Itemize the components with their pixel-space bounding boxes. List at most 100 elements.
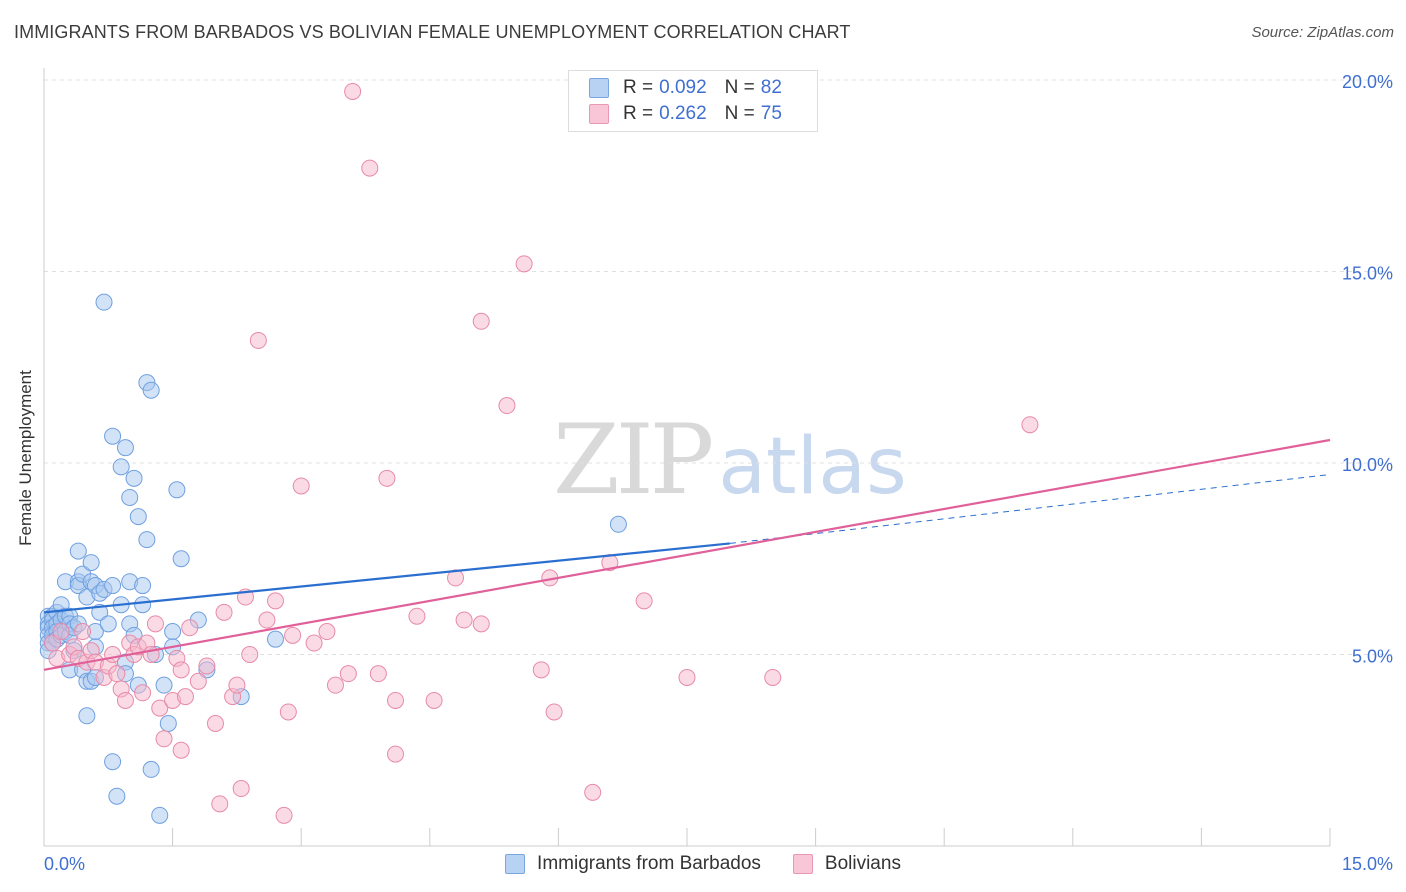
bolivians-point (275, 806, 293, 824)
n-label: N = (724, 77, 755, 98)
barbados-trend-line (43, 542, 730, 614)
watermark-zip: ZIP (553, 404, 714, 516)
barbados-point (125, 469, 143, 487)
r-label: R = (623, 77, 654, 98)
bolivians-point (134, 684, 152, 702)
r-label: R = (623, 103, 654, 124)
barbados-point (95, 293, 113, 311)
bolivians-point (408, 607, 426, 625)
bolivians-point (387, 745, 405, 763)
bolivians-point (151, 699, 169, 717)
source-label: Source: ZipAtlas.com (1251, 24, 1394, 41)
y-tick-label: 5.0% (1352, 647, 1393, 667)
y-tick-label: 10.0% (1342, 455, 1393, 475)
barbados-point (164, 623, 182, 641)
barbados-point (168, 481, 186, 499)
bolivians-point (545, 703, 563, 721)
bolivians-point (635, 592, 653, 610)
bolivians-swatch-icon (589, 104, 609, 124)
barbados-point (104, 577, 122, 595)
barbados-point (155, 676, 173, 694)
bolivians-point (339, 665, 357, 683)
chart-title: IMMIGRANTS FROM BARBADOS VS BOLIVIAN FEM… (14, 22, 851, 42)
trend-layer (43, 438, 1331, 671)
bolivians-point (176, 688, 194, 706)
axis-layer (43, 68, 1331, 847)
y-tick-label: 20.0% (1342, 72, 1393, 92)
barbados-point (108, 787, 126, 805)
r-value: 0.092 (659, 77, 707, 98)
bolivians-point (258, 611, 276, 629)
barbados-point (78, 707, 96, 725)
bolivians-point (292, 477, 310, 495)
legend-item-bolivians[interactable]: Bolivians (792, 853, 901, 875)
barbados-point (142, 760, 160, 778)
bolivians-point (74, 623, 92, 641)
barbados-trend-extension (729, 473, 1331, 544)
barbados-point (82, 554, 100, 572)
barbados-point (99, 615, 117, 633)
bolivians-point (249, 331, 267, 349)
barbados-point (266, 630, 284, 648)
barbados-point (142, 381, 160, 399)
bolivians-point (284, 626, 302, 644)
bolivians-point (425, 691, 443, 709)
barbados-point (121, 488, 139, 506)
bolivians-point (369, 665, 387, 683)
bolivians-point (146, 615, 164, 633)
barbados-point (129, 508, 147, 526)
bolivians-point (764, 668, 782, 686)
stats-legend-row-barbados: R = 0.092 N = 82 (589, 76, 782, 100)
bolivians-point (241, 646, 259, 663)
bolivians-swatch-icon (792, 854, 813, 874)
watermark-atlas: atlas (718, 422, 907, 512)
points-layer (39, 82, 1039, 824)
n-label: N = (724, 103, 755, 124)
bolivians-point (532, 661, 550, 679)
bolivians-point (155, 730, 173, 748)
bolivians-point (472, 615, 490, 633)
bolivians-point (211, 795, 229, 813)
barbados-point (159, 714, 177, 732)
y-tick-label: 15.0% (1342, 264, 1393, 284)
bolivians-point (515, 255, 533, 273)
legend-label: Immigrants from Barbados (537, 853, 761, 874)
bolivians-point (344, 82, 362, 100)
bolivians-point (1021, 416, 1039, 434)
barbados-point (91, 603, 109, 621)
bolivians-point (108, 665, 126, 683)
bolivians-point (455, 611, 473, 629)
barbados-point (151, 806, 169, 824)
bolivians-point (584, 783, 602, 801)
barbados-point (112, 458, 130, 476)
bolivians-point (172, 661, 190, 679)
bolivians-point (498, 397, 516, 415)
series-legend: Immigrants from Barbados Bolivians (0, 850, 1406, 878)
bolivians-trend-line (43, 438, 1331, 671)
bolivians-point (198, 657, 216, 675)
barbados-point (104, 753, 122, 771)
grid-layer (44, 79, 1392, 655)
bolivians-point (181, 619, 199, 637)
bolivians-point (206, 714, 224, 732)
barbados-point (116, 439, 134, 457)
bolivians-point (472, 312, 490, 330)
bolivians-point (52, 623, 70, 641)
barbados-point (69, 542, 87, 560)
legend-item-barbados[interactable]: Immigrants from Barbados (505, 853, 761, 875)
bolivians-point (326, 676, 344, 694)
legend-label: Bolivians (824, 853, 901, 874)
barbados-point (609, 515, 627, 533)
bolivians-point (318, 623, 336, 641)
x-tick-label: 0.0% (44, 854, 85, 874)
bolivians-point (447, 569, 465, 587)
x-tick-label: 15.0% (1342, 854, 1393, 874)
barbados-point (134, 596, 152, 614)
bolivians-point (378, 469, 396, 487)
bolivians-point (104, 646, 122, 663)
bolivians-point (678, 668, 696, 686)
bolivians-point (172, 741, 190, 759)
bolivians-point (228, 676, 246, 694)
bolivians-point (189, 672, 207, 690)
barbados-point (104, 427, 122, 445)
